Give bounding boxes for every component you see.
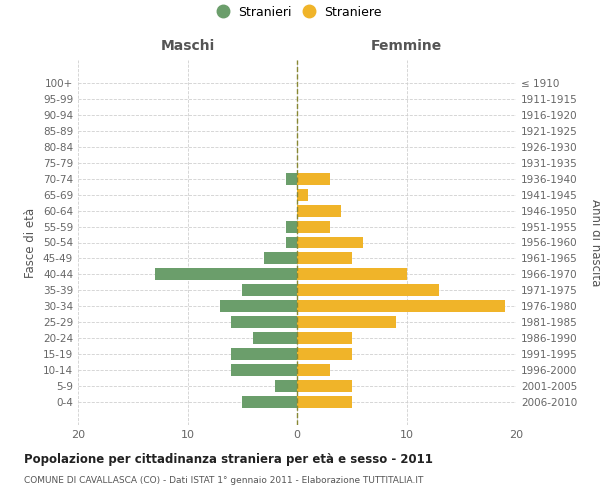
Text: Popolazione per cittadinanza straniera per età e sesso - 2011: Popolazione per cittadinanza straniera p… xyxy=(24,452,433,466)
Bar xyxy=(297,172,330,184)
Bar xyxy=(155,268,297,280)
Y-axis label: Anni di nascita: Anni di nascita xyxy=(589,199,600,286)
Bar xyxy=(232,364,297,376)
Bar xyxy=(264,252,297,264)
Bar xyxy=(297,316,395,328)
Bar xyxy=(297,380,352,392)
Bar xyxy=(297,252,352,264)
Text: COMUNE DI CAVALLASCA (CO) - Dati ISTAT 1° gennaio 2011 - Elaborazione TUTTITALIA: COMUNE DI CAVALLASCA (CO) - Dati ISTAT 1… xyxy=(24,476,424,485)
Bar xyxy=(297,188,308,200)
Bar xyxy=(297,396,352,408)
Bar xyxy=(297,332,352,344)
Bar xyxy=(297,284,439,296)
Bar xyxy=(275,380,297,392)
Bar xyxy=(242,396,297,408)
Bar xyxy=(297,268,407,280)
Bar xyxy=(286,220,297,232)
Text: Maschi: Maschi xyxy=(160,38,215,52)
Bar xyxy=(286,172,297,184)
Bar xyxy=(220,300,297,312)
Legend: Stranieri, Straniere: Stranieri, Straniere xyxy=(218,6,382,19)
Bar xyxy=(297,204,341,216)
Bar xyxy=(297,300,505,312)
Bar xyxy=(253,332,297,344)
Bar xyxy=(297,220,330,232)
Text: Femmine: Femmine xyxy=(371,38,442,52)
Bar xyxy=(297,236,362,248)
Bar xyxy=(297,348,352,360)
Bar xyxy=(297,364,330,376)
Y-axis label: Fasce di età: Fasce di età xyxy=(25,208,37,278)
Bar xyxy=(232,348,297,360)
Bar xyxy=(232,316,297,328)
Bar xyxy=(242,284,297,296)
Bar xyxy=(286,236,297,248)
